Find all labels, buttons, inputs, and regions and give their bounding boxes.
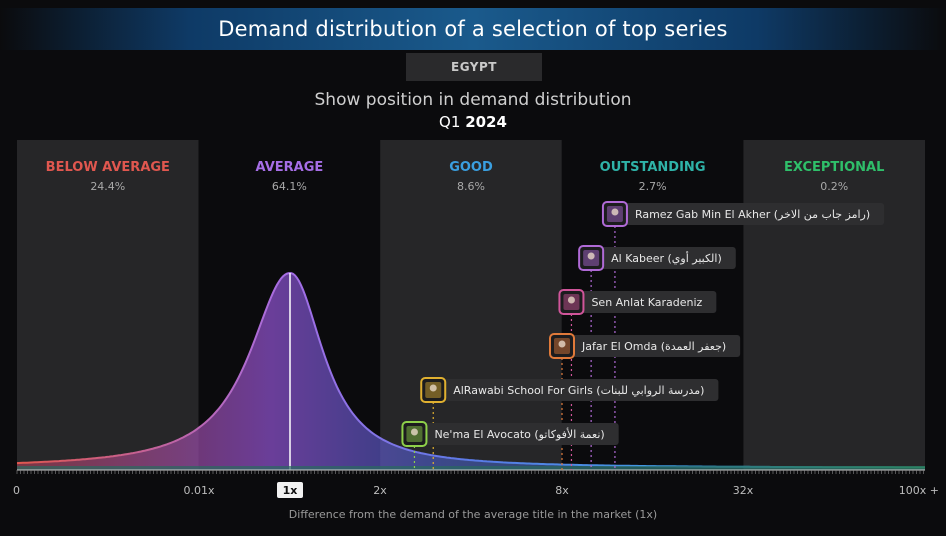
period-label: Q1 2024 — [0, 113, 946, 131]
show-marker[interactable]: AlRawabi School For Girls (مدرسة الروابي… — [420, 377, 719, 470]
show-thumbnail-figure — [567, 296, 575, 304]
show-label: AlRawabi School For Girls (مدرسة الروابي… — [453, 384, 704, 397]
show-marker[interactable]: Sen Anlat Karadeniz — [558, 289, 717, 470]
band-4-background — [743, 140, 925, 470]
show-thumbnail-figure — [611, 208, 619, 216]
band-2-label: GOOD — [449, 160, 493, 175]
band-4-label: EXCEPTIONAL — [784, 160, 884, 175]
country-badge: EGYPT — [406, 53, 542, 81]
chart-subtitle: Show position in demand distribution — [314, 90, 632, 110]
show-label-box — [424, 423, 619, 445]
x-tick-label: 1x — [283, 484, 298, 497]
band-3-label: OUTSTANDING — [600, 160, 706, 175]
show-label: Ne'ma El Avocato (نعمة الأفوكاتو) — [434, 427, 604, 441]
band-1-label: AVERAGE — [256, 160, 324, 175]
show-thumbnail-figure — [587, 252, 595, 260]
show-label-box — [581, 291, 717, 313]
x-axis-label: Difference from the demand of the averag… — [288, 508, 658, 521]
x-tick-label: 0.01x — [183, 484, 214, 497]
show-marker[interactable]: Ne'ma El Avocato (نعمة الأفوكاتو) — [401, 421, 619, 470]
x-tick-label: 100x + — [899, 484, 939, 497]
band-4-share: 0.2% — [820, 180, 848, 193]
show-thumbnail-figure — [429, 384, 437, 392]
show-label: Ramez Gab Min El Akher (رامز جاب من الاخ… — [635, 208, 870, 221]
band-0-share: 24.4% — [90, 180, 125, 193]
band-3-share: 2.7% — [639, 180, 667, 193]
show-label-box — [443, 379, 719, 401]
show-thumbnail-figure — [558, 340, 566, 348]
x-tick-label: 2x — [373, 484, 387, 497]
band-1-share: 64.1% — [272, 180, 307, 193]
show-marker[interactable]: Al Kabeer (الكبير أوي) — [578, 245, 736, 470]
band-2-background — [380, 140, 562, 470]
period-quarter: Q1 — [439, 113, 461, 131]
show-marker[interactable]: Jafar El Omda (جعفر العمدة) — [549, 333, 741, 470]
band-2-share: 8.6% — [457, 180, 485, 193]
distribution-area — [17, 273, 925, 470]
period-year: 2024 — [465, 113, 507, 131]
title-bar: Demand distribution of a selection of to… — [0, 8, 946, 50]
show-label-box — [572, 335, 741, 357]
chart-title: Demand distribution of a selection of to… — [218, 17, 728, 41]
show-label-box — [624, 203, 885, 225]
x-tick-highlight-box — [277, 482, 303, 498]
x-tick-label: 8x — [555, 484, 569, 497]
band-0-background — [17, 140, 199, 470]
show-thumbnail-figure — [410, 428, 418, 436]
show-label: Sen Anlat Karadeniz — [591, 296, 702, 309]
show-label: Al Kabeer (الكبير أوي) — [611, 251, 722, 265]
x-tick-label: 0 — [13, 484, 20, 497]
show-label-box — [601, 247, 736, 269]
x-tick-label: 32x — [733, 484, 754, 497]
show-label: Jafar El Omda (جعفر العمدة) — [581, 340, 726, 353]
x-axis-strip — [17, 466, 925, 470]
band-0-label: BELOW AVERAGE — [46, 160, 170, 175]
